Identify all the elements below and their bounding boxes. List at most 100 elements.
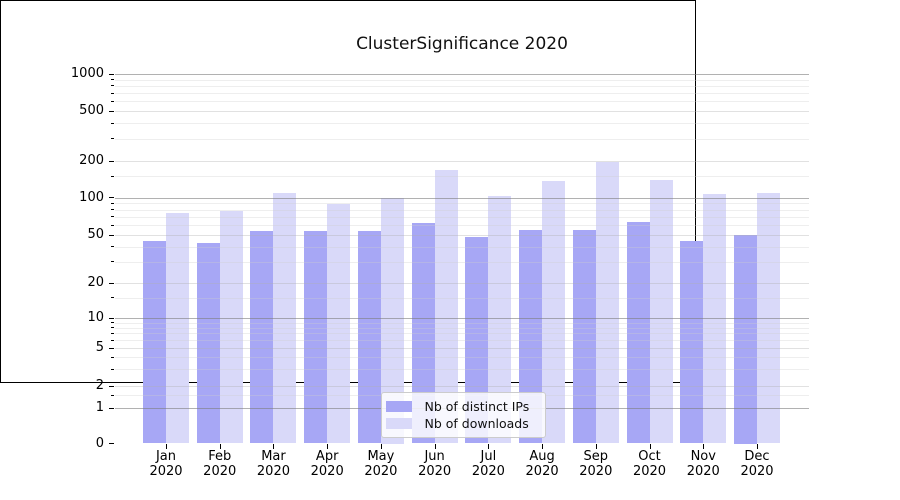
legend-swatch-icon	[385, 401, 412, 412]
gridline-y-20	[115, 283, 809, 284]
gridline-y-600	[115, 101, 809, 102]
y-tick-1	[109, 407, 114, 409]
y-minortick-4	[111, 356, 114, 358]
gridline-y-50	[115, 235, 809, 236]
x-tick-aug	[542, 444, 544, 449]
gridline-y-60	[115, 225, 809, 226]
bar-distinct-ips-dec	[734, 235, 757, 444]
y-tick-500	[109, 110, 114, 112]
x-tick-sep	[595, 444, 597, 449]
y-tick-2	[109, 385, 114, 387]
gridline-y-9	[115, 323, 809, 324]
bar-downloads-oct	[649, 179, 673, 444]
gridline-y-40	[115, 247, 809, 248]
bar-distinct-ips-aug	[519, 229, 543, 444]
y-minortick-15	[111, 297, 114, 299]
y-tick-50	[109, 234, 114, 236]
bar-downloads-jul	[488, 196, 512, 444]
bar-distinct-ips-mar	[250, 230, 274, 444]
y-minortick-40	[111, 246, 114, 248]
x-tick-label-dec: Dec 2020	[740, 448, 774, 480]
bar-downloads-feb	[219, 210, 243, 444]
y-tick-5	[109, 347, 114, 349]
y-minortick-150	[111, 175, 114, 177]
y-tick-label-2: 2	[95, 378, 104, 393]
x-tick-mar	[273, 444, 275, 449]
y-minortick-1_5	[111, 394, 114, 396]
bar-downloads-sep	[595, 162, 619, 444]
gridline-y-400	[115, 123, 809, 124]
y-minortick-70	[111, 216, 114, 218]
bar-downloads-apr	[327, 203, 351, 444]
x-tick-apr	[327, 444, 329, 449]
x-tick-label-jul: Jul 2020	[471, 448, 505, 480]
y-tick-label-10: 10	[87, 310, 104, 325]
y-minortick-60	[111, 224, 114, 226]
bar-distinct-ips-oct	[626, 221, 650, 444]
gridline-y-6	[115, 340, 809, 341]
legend-label: Nb of distinct IPs	[424, 399, 530, 414]
x-tick-dec	[757, 444, 758, 449]
gridline-y-800	[115, 86, 809, 87]
bar-downloads-jan	[166, 213, 189, 444]
gridline-y-3	[115, 369, 809, 370]
legend-swatch-icon	[385, 418, 412, 429]
x-tick-jun	[434, 444, 436, 449]
y-tick-20	[109, 282, 114, 284]
y-minortick-8	[111, 327, 114, 329]
y-minortick-300	[111, 138, 114, 140]
y-tick-label-1: 1	[95, 400, 104, 415]
gridline-y-150	[115, 176, 809, 177]
x-tick-label-sep: Sep 2020	[579, 448, 613, 480]
gridline-y-100	[115, 198, 809, 199]
bar-distinct-ips-feb	[196, 242, 220, 444]
x-tick-label-jun: Jun 2020	[418, 448, 452, 480]
bar-distinct-ips-sep	[572, 229, 596, 444]
legend-row-distinct-ips: Nb of distinct IPs	[382, 398, 545, 415]
bar-distinct-ips-nov	[680, 240, 704, 444]
y-minortick-9	[111, 322, 114, 324]
x-tick-label-may: May 2020	[364, 448, 398, 480]
gridline-y-30	[115, 262, 809, 263]
x-tick-label-aug: Aug 2020	[525, 448, 559, 480]
gridline-y-1000	[115, 74, 809, 75]
gridline-y-15	[115, 298, 809, 299]
gridline-y-7	[115, 333, 809, 334]
x-tick-label-jan: Jan 2020	[149, 448, 183, 480]
bar-distinct-ips-jul	[465, 237, 489, 444]
y-minortick-3	[111, 368, 114, 370]
x-tick-label-oct: Oct 2020	[632, 448, 667, 480]
y-minortick-30	[111, 261, 114, 263]
x-tick-jul	[488, 444, 490, 449]
y-tick-100	[109, 197, 114, 198]
x-tick-feb	[219, 444, 221, 449]
x-tick-label-feb: Feb 2020	[203, 448, 237, 480]
y-minortick-90	[111, 202, 114, 204]
gridline-y-700	[115, 93, 809, 94]
y-tick-10	[109, 317, 114, 319]
gridline-y-8	[115, 328, 809, 329]
y-minortick-400	[111, 122, 114, 124]
bar-downloads-jun	[434, 169, 458, 444]
y-tick-label-200: 200	[79, 153, 104, 168]
gridline-y-90	[115, 203, 809, 204]
x-tick-nov	[703, 444, 705, 449]
legend-label: Nb of downloads	[424, 416, 529, 431]
x-tick-oct	[649, 444, 651, 449]
gridline-y-80	[115, 210, 809, 211]
bar-distinct-ips-apr	[304, 230, 328, 444]
gridline-y-70	[115, 217, 809, 218]
x-tick-label-nov: Nov 2020	[686, 448, 720, 480]
legend-row-downloads: Nb of downloads	[382, 415, 545, 432]
y-tick-1000	[109, 73, 114, 75]
legend: Nb of distinct IPs Nb of downloads	[380, 392, 546, 438]
y-tick-label-500: 500	[79, 103, 104, 118]
y-minortick-80	[111, 209, 114, 211]
y-tick-label-100: 100	[79, 189, 104, 205]
y-minortick-700	[111, 92, 114, 94]
y-tick-label-0: 0	[95, 435, 104, 451]
y-tick-label-50: 50	[87, 227, 104, 242]
y-tick-label-1000: 1000	[70, 66, 104, 81]
y-tick-0	[109, 443, 114, 444]
